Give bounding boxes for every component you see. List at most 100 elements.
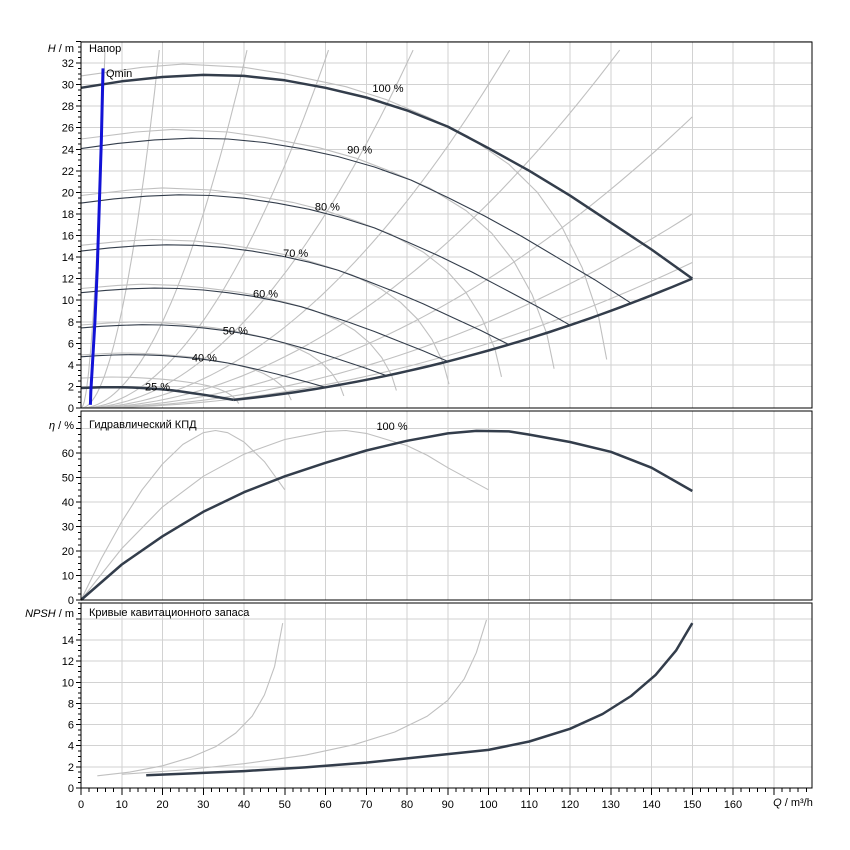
reference-parabola [80,49,248,409]
y-tick-label: 40 [62,497,74,509]
y-tick-label: 28 [62,101,74,113]
x-tick-label: 120 [561,799,579,811]
speed-curve-90 [80,137,632,304]
y-tick-label: 12 [62,274,74,286]
x-tick-label: 90 [442,799,454,811]
y-tick-label: 32 [62,58,74,70]
y-tick-label: 22 [62,166,74,178]
reference-speed-curve [80,187,503,378]
y-tick-label: 6 [68,338,74,350]
curve-percent-label: 25 % [145,381,170,393]
y-tick-label: 14 [62,252,74,264]
npsh-selected-curve [146,622,694,777]
x-tick-label: 20 [156,799,168,811]
x-tick-label: 70 [360,799,372,811]
y-tick-label: 18 [62,209,74,221]
y-tick-label: 10 [62,295,74,307]
y-tick-label: 0 [68,403,74,415]
qmin-label: Qmin [106,68,132,80]
y-tick-label: 8 [68,317,74,329]
x-tick-label: 60 [319,799,331,811]
y-tick-label: 20 [62,546,74,558]
reference-speed-curve [80,63,608,360]
reference-parabola [80,116,693,409]
efficiency-panel-title: Гидравлический КПД [89,419,197,431]
efficiency-selected-curve [80,429,693,601]
curve-percent-label: 100 % [372,83,403,95]
speed-curve-100-envelope [80,73,694,280]
y-tick-label: 6 [68,720,74,732]
x-tick-label: 80 [401,799,413,811]
curve-percent-label: 80 % [315,201,340,213]
y-tick-label: 2 [68,762,74,774]
reference-parabola [80,49,621,409]
x-tick-label: 50 [279,799,291,811]
reference-curves-layer [80,49,693,409]
reference-parabola [80,262,693,409]
reference-speed-curve [80,238,450,385]
speed-curve-60 [80,287,449,362]
speed-curve-25-envelope [80,385,235,402]
x-tick-label: 40 [238,799,250,811]
x-axis-unit-label: Q / m³/h [773,797,813,809]
curve-percent-label: 40 % [192,352,217,364]
npsh-panel-frame [80,602,813,789]
curve-percent-label: 60 % [253,289,278,301]
qmin-line [88,68,105,405]
y-tick-label: 26 [62,123,74,135]
y-tick-label: 30 [62,522,74,534]
efficiency-axis-label: η / % [49,420,74,432]
speed-curve-80 [80,194,571,326]
efficiency-panel-frame [80,410,813,601]
y-tick-label: 12 [62,656,74,668]
reference-parabola [80,49,511,409]
head-panel-frame [80,41,813,409]
frame-layer [80,41,813,789]
reference-parabola [80,213,693,409]
efficiency-reference-curve [80,429,286,601]
y-tick-label: 30 [62,80,74,92]
y-tick-label: 8 [68,698,74,710]
x-tick-label: 150 [683,799,701,811]
curve-percent-label: 90 % [347,144,372,156]
ticks-layer [76,40,807,795]
curve-percent-label: 50 % [223,325,248,337]
reference-speed-curve [80,128,555,369]
y-tick-label: 10 [62,677,74,689]
reference-parabola [80,49,330,409]
npsh-reference-curve [97,622,284,777]
x-tick-label: 140 [642,799,660,811]
speed-curve-70 [80,244,510,346]
labels-layer: H / m Напор Qmin η / % Гидравлический КП… [25,43,813,811]
y-tick-label: 0 [68,783,74,795]
head-axis-label: H / m [48,43,74,55]
grid-layer [81,40,812,788]
y-tick-label: 14 [62,635,74,647]
y-tick-label: 16 [62,231,74,243]
max-flow-boundary [233,277,693,402]
x-tick-label: 10 [116,799,128,811]
x-tick-label: 160 [724,799,742,811]
curves-layer [80,68,694,777]
npsh-reference-curve [121,619,488,775]
y-tick-label: 2 [68,381,74,393]
reference-parabola [80,50,160,409]
head-panel-title: Напор [89,43,121,55]
speed-curve-50 [80,324,387,377]
x-tick-label: 100 [479,799,497,811]
x-tick-label: 130 [602,799,620,811]
curve-percent-label: 70 % [283,248,308,260]
curve-percent-label: 100 % [376,421,407,433]
y-tick-label: 50 [62,473,74,485]
reference-speed-curve [80,283,397,391]
npsh-panel-title: Кривые кавитационного запаса [89,607,250,619]
reference-speed-curve [80,376,240,404]
npsh-axis-label: NPSH / m [25,608,74,620]
efficiency-reference-curve [80,429,489,601]
y-tick-label: 0 [68,595,74,607]
y-tick-label: 24 [62,144,74,156]
x-tick-label: 0 [78,799,84,811]
x-tick-label: 30 [197,799,209,811]
